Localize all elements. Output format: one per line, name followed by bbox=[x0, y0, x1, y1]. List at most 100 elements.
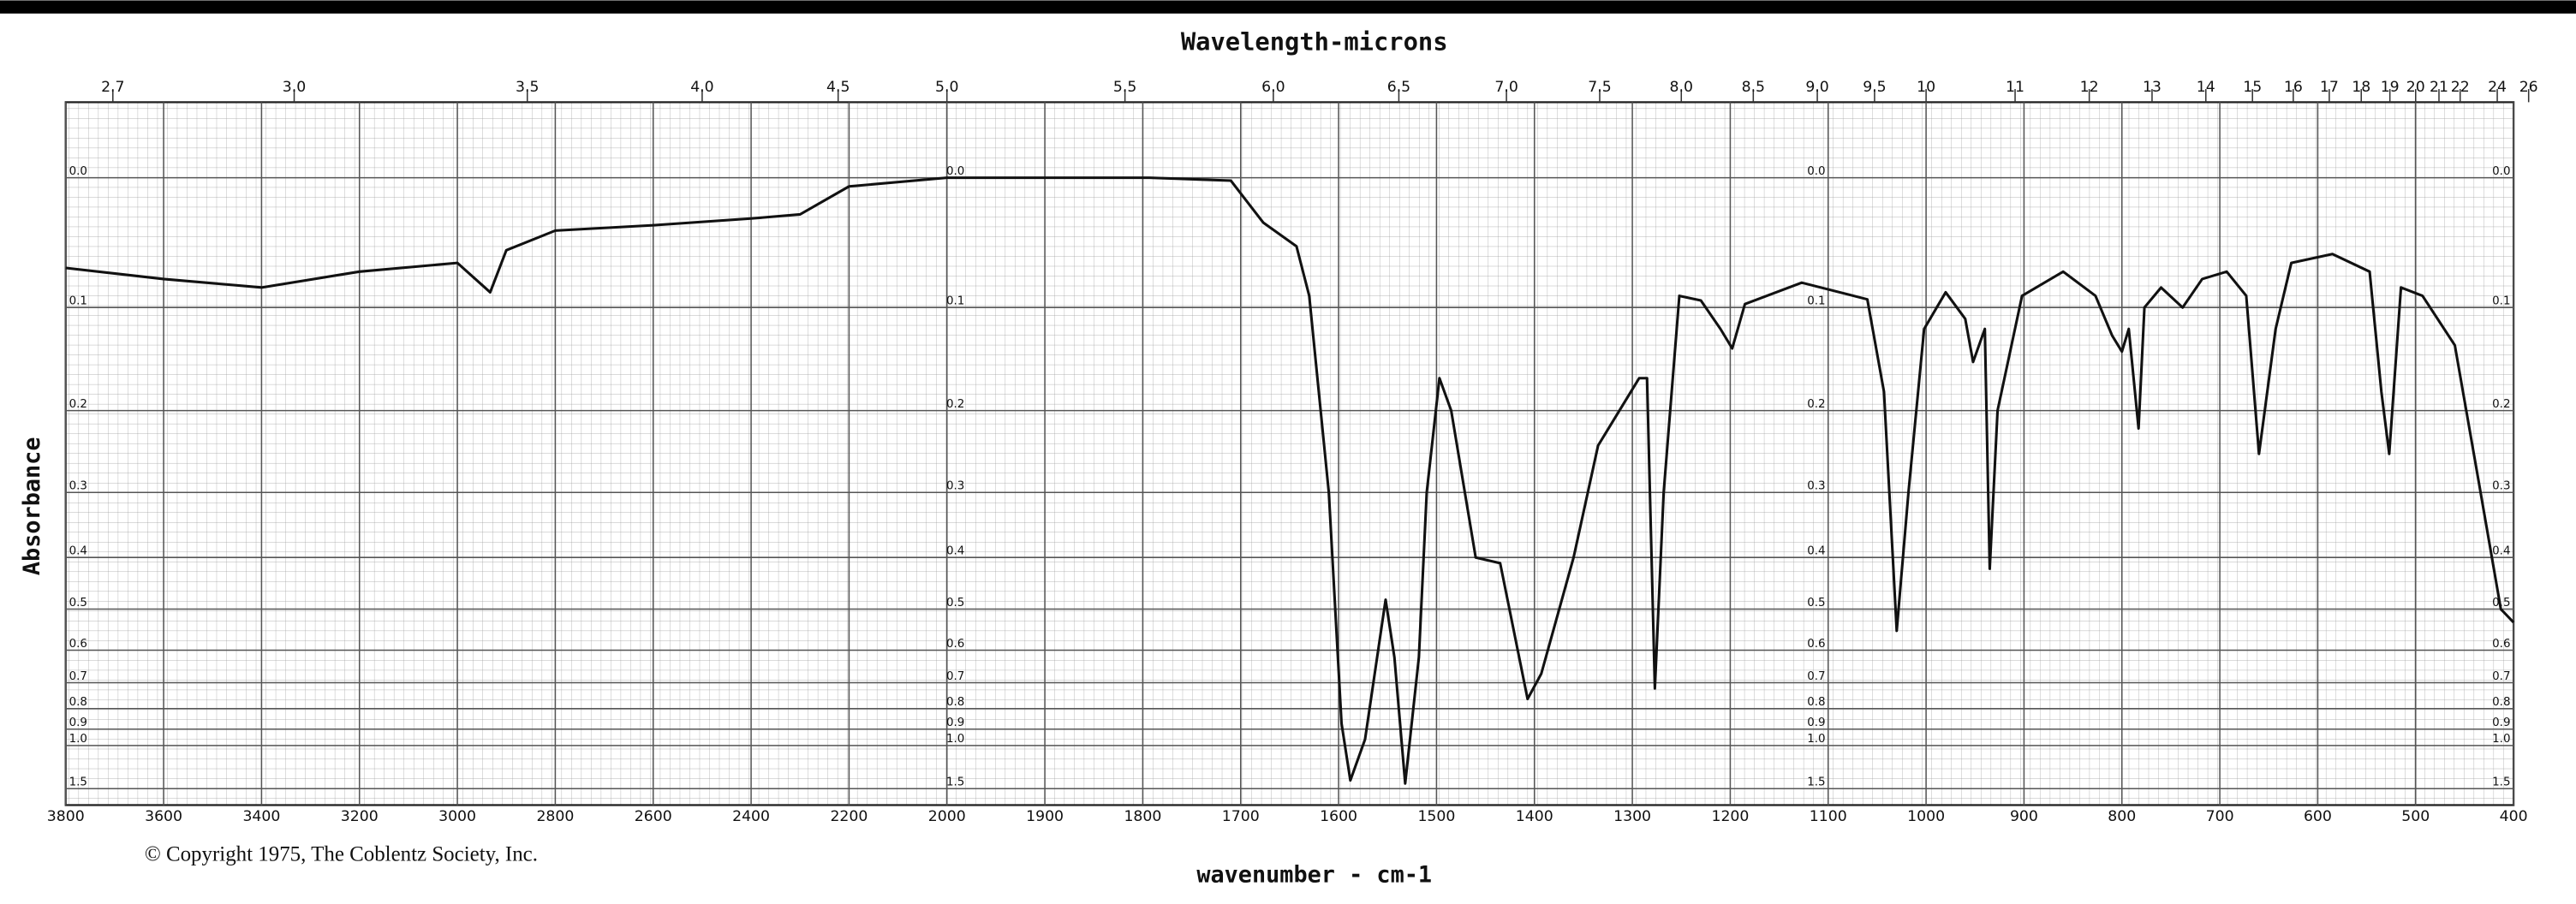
x-tick-label: 3600 bbox=[145, 808, 182, 825]
x2-tick-label: 2.7 bbox=[101, 79, 124, 96]
x2-tick-label: 19 bbox=[2381, 79, 2400, 96]
y-tick-label: 0.3 bbox=[946, 480, 964, 493]
y-tick-label: 0.3 bbox=[1807, 480, 1825, 493]
y-tick-label: 0.4 bbox=[2492, 545, 2510, 558]
y-tick-label: 0.7 bbox=[946, 670, 964, 683]
x2-tick-label: 5.0 bbox=[935, 79, 958, 96]
y-tick-label: 1.5 bbox=[946, 776, 964, 789]
x2-tick-label: 3.5 bbox=[516, 79, 539, 96]
y-tick-label: 0.8 bbox=[1807, 696, 1825, 709]
y-tick-label: 0.3 bbox=[69, 480, 87, 493]
x-tick-label: 1600 bbox=[1320, 808, 1357, 825]
y-tick-label: 0.0 bbox=[2492, 165, 2510, 178]
x-tick-label: 400 bbox=[2500, 808, 2528, 825]
y-tick-label: 0.1 bbox=[946, 295, 964, 308]
y-tick-label: 0.5 bbox=[2492, 597, 2510, 610]
x-tick-label: 3200 bbox=[341, 808, 379, 825]
top-axis-title: Wavelength-microns bbox=[1181, 27, 1448, 56]
x2-tick-label: 13 bbox=[2143, 79, 2162, 96]
x2-tick-label: 6.0 bbox=[1261, 79, 1285, 96]
y-tick-label: 0.0 bbox=[1807, 165, 1825, 178]
x-tick-label: 1000 bbox=[1907, 808, 1945, 825]
y-tick-label: 0.6 bbox=[1807, 638, 1825, 651]
x2-tick-label: 14 bbox=[2197, 79, 2215, 96]
y-tick-label: 0.2 bbox=[2492, 398, 2510, 411]
x-tick-label: 1700 bbox=[1222, 808, 1260, 825]
y-tick-label: 0.4 bbox=[69, 545, 87, 558]
y-tick-label: 0.6 bbox=[946, 638, 964, 651]
x2-tick-label: 3.0 bbox=[283, 79, 306, 96]
y-tick-label: 0.9 bbox=[2492, 717, 2510, 729]
x-tick-label: 1400 bbox=[1516, 808, 1553, 825]
x2-tick-label: 24 bbox=[2488, 79, 2507, 96]
y-tick-label: 1.0 bbox=[2492, 733, 2510, 746]
y-tick-label: 0.7 bbox=[2492, 670, 2510, 683]
y-tick-label: 0.8 bbox=[69, 696, 87, 709]
plot: 3800 3600 3400 3200 3000 2800 2600 2400 2200 2000… bbox=[47, 79, 2538, 825]
x2-tick-label: 4.5 bbox=[826, 79, 850, 96]
x2-tick-label: 18 bbox=[2352, 79, 2370, 96]
x-tick-label: 500 bbox=[2401, 808, 2430, 825]
x2-tick-label: 8.0 bbox=[1670, 79, 1693, 96]
copyright: © Copyright 1975, The Coblentz Society, … bbox=[145, 843, 538, 866]
y-tick-label: 0.5 bbox=[69, 597, 87, 610]
x2-tick-label: 22 bbox=[2451, 79, 2470, 96]
y-tick-label: 0.1 bbox=[1807, 295, 1825, 308]
x2-tick-label: 26 bbox=[2519, 79, 2538, 96]
y-tick-label: 0.1 bbox=[69, 295, 87, 308]
x2-tick-label: 7.5 bbox=[1588, 79, 1611, 96]
y-tick-label: 0.6 bbox=[2492, 638, 2510, 651]
x-tick-label: 3400 bbox=[242, 808, 280, 825]
x-tick-label: 1500 bbox=[1417, 808, 1455, 825]
plot-area bbox=[65, 102, 2514, 806]
x-tick-label: 2600 bbox=[635, 808, 672, 825]
x-tick-label: 2000 bbox=[928, 808, 966, 825]
x-tick-label: 2400 bbox=[732, 808, 770, 825]
x2-tick-label: 9.0 bbox=[1805, 79, 1828, 96]
y-tick-label: 0.6 bbox=[69, 638, 87, 651]
y-tick-label: 1.0 bbox=[1807, 733, 1825, 746]
x-axis-title: wavenumber - cm-1 bbox=[1196, 861, 1432, 888]
y-tick-label: 0.3 bbox=[2492, 480, 2510, 493]
y-tick-label: 1.5 bbox=[69, 776, 87, 789]
x2-tick-label: 4.0 bbox=[690, 79, 713, 96]
x-tick-label: 1900 bbox=[1026, 808, 1064, 825]
x2-tick-label: 8.5 bbox=[1742, 79, 1765, 96]
y-tick-label: 1.5 bbox=[1807, 776, 1825, 789]
x-tick-label: 3800 bbox=[47, 808, 85, 825]
y-tick-label: 0.5 bbox=[1807, 597, 1825, 610]
x2-tick-label: 9.5 bbox=[1863, 79, 1886, 96]
x2-tick-label: 17 bbox=[2320, 79, 2339, 96]
x2-tick-label: 10 bbox=[1917, 79, 1935, 96]
x2-tick-label: 6.5 bbox=[1387, 79, 1410, 96]
y-tick-label: 0.4 bbox=[1807, 545, 1825, 558]
x2-tick-label: 5.5 bbox=[1113, 79, 1136, 96]
y-tick-label: 0.5 bbox=[946, 597, 964, 610]
y-tick-label: 1.0 bbox=[946, 733, 964, 746]
x2-tick-label: 12 bbox=[2080, 79, 2099, 96]
x-tick-label: 800 bbox=[2108, 808, 2136, 825]
y-tick-label: 1.5 bbox=[2492, 776, 2510, 789]
x2-tick-label: 7.0 bbox=[1494, 79, 1518, 96]
y-tick-label: 0.0 bbox=[946, 165, 964, 178]
y-tick-label: 1.0 bbox=[69, 733, 87, 746]
spectrum-line bbox=[65, 176, 2515, 785]
x2-tick-label: 15 bbox=[2243, 79, 2262, 96]
x2-tick-label: 16 bbox=[2284, 79, 2303, 96]
y-tick-label: 0.7 bbox=[69, 670, 87, 683]
x-tick-label: 1100 bbox=[1810, 808, 1847, 825]
y-tick-label: 0.2 bbox=[946, 398, 964, 411]
y-tick-label: 0.7 bbox=[1807, 670, 1825, 683]
x-tick-label: 3000 bbox=[438, 808, 476, 825]
x2-tick-label: 11 bbox=[2006, 79, 2024, 96]
y-tick-label: 0.8 bbox=[2492, 696, 2510, 709]
x-tick-label: 600 bbox=[2304, 808, 2332, 825]
y-tick-label: 0.8 bbox=[946, 696, 964, 709]
y-tick-label: 0.1 bbox=[2492, 295, 2510, 308]
x-tick-label: 700 bbox=[2206, 808, 2234, 825]
x-tick-label: 1200 bbox=[1711, 808, 1749, 825]
x2-tick-label: 21 bbox=[2430, 79, 2448, 96]
x-tick-label: 1300 bbox=[1613, 808, 1651, 825]
x-tick-label: 2800 bbox=[536, 808, 574, 825]
